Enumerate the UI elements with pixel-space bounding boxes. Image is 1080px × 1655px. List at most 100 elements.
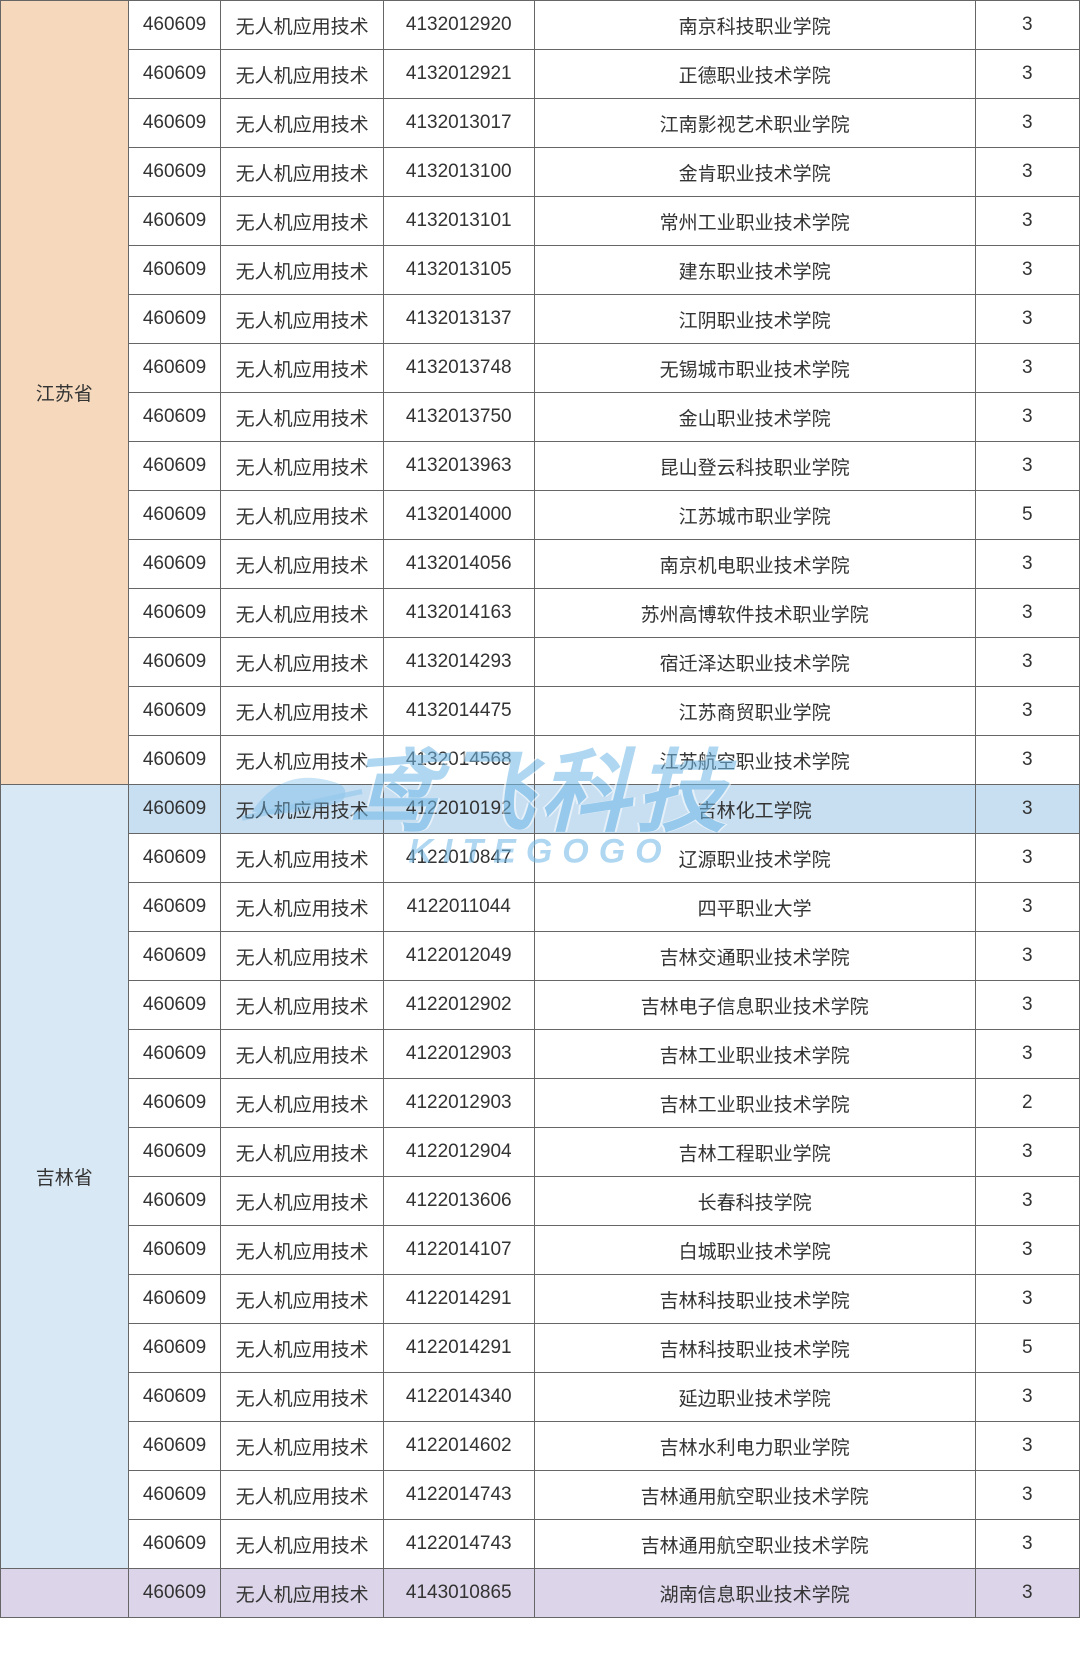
table-row: 460609无人机应用技术4132013101常州工业职业技术学院3: [1, 197, 1080, 246]
data-table: 江苏省460609无人机应用技术4132012920南京科技职业学院346060…: [0, 0, 1080, 1618]
major-cell: 无人机应用技术: [221, 1324, 383, 1373]
table-row: 460609无人机应用技术4132013748无锡城市职业技术学院3: [1, 344, 1080, 393]
school-name-cell: 长春科技学院: [534, 1177, 975, 1226]
school-code-cell: 4132013017: [383, 99, 534, 148]
table-row: 460609无人机应用技术4122012904吉林工程职业学院3: [1, 1128, 1080, 1177]
duration-cell: 3: [975, 295, 1079, 344]
duration-cell: 3: [975, 736, 1079, 785]
duration-cell: 3: [975, 1275, 1079, 1324]
province-cell: 吉林省: [1, 785, 129, 1569]
code-cell: 460609: [128, 197, 221, 246]
duration-cell: 3: [975, 1, 1079, 50]
major-cell: 无人机应用技术: [221, 1030, 383, 1079]
school-name-cell: 南京科技职业学院: [534, 1, 975, 50]
table-row: 460609无人机应用技术4132014000江苏城市职业学院5: [1, 491, 1080, 540]
major-cell: 无人机应用技术: [221, 1520, 383, 1569]
school-code-cell: 4132014568: [383, 736, 534, 785]
school-code-cell: 4122014743: [383, 1520, 534, 1569]
school-name-cell: 吉林科技职业技术学院: [534, 1324, 975, 1373]
code-cell: 460609: [128, 1422, 221, 1471]
school-code-cell: 4132014475: [383, 687, 534, 736]
school-name-cell: 金肯职业技术学院: [534, 148, 975, 197]
major-cell: 无人机应用技术: [221, 197, 383, 246]
code-cell: 460609: [128, 687, 221, 736]
duration-cell: 3: [975, 981, 1079, 1030]
table-row: 460609无人机应用技术4122012903吉林工业职业技术学院3: [1, 1030, 1080, 1079]
code-cell: 460609: [128, 1275, 221, 1324]
code-cell: 460609: [128, 99, 221, 148]
code-cell: 460609: [128, 442, 221, 491]
table-row: 460609无人机应用技术4122014340延边职业技术学院3: [1, 1373, 1080, 1422]
school-name-cell: 无锡城市职业技术学院: [534, 344, 975, 393]
table-row: 460609无人机应用技术4132013100金肯职业技术学院3: [1, 148, 1080, 197]
school-name-cell: 吉林化工学院: [534, 785, 975, 834]
school-name-cell: 正德职业技术学院: [534, 50, 975, 99]
code-cell: 460609: [128, 393, 221, 442]
school-name-cell: 宿迁泽达职业技术学院: [534, 638, 975, 687]
school-code-cell: 4132013105: [383, 246, 534, 295]
duration-cell: 3: [975, 638, 1079, 687]
table-row: 460609无人机应用技术4122012049吉林交通职业技术学院3: [1, 932, 1080, 981]
school-code-cell: 4132013101: [383, 197, 534, 246]
table-row: 吉林省460609无人机应用技术4122010192吉林化工学院3: [1, 785, 1080, 834]
duration-cell: 3: [975, 393, 1079, 442]
code-cell: 460609: [128, 1471, 221, 1520]
major-cell: 无人机应用技术: [221, 932, 383, 981]
school-code-cell: 4122014340: [383, 1373, 534, 1422]
duration-cell: 3: [975, 148, 1079, 197]
major-cell: 无人机应用技术: [221, 1079, 383, 1128]
school-name-cell: 常州工业职业技术学院: [534, 197, 975, 246]
duration-cell: 3: [975, 344, 1079, 393]
school-code-cell: 4122014743: [383, 1471, 534, 1520]
table-row: 460609无人机应用技术4122010847辽源职业技术学院3: [1, 834, 1080, 883]
major-cell: 无人机应用技术: [221, 981, 383, 1030]
duration-cell: 3: [975, 246, 1079, 295]
code-cell: 460609: [128, 834, 221, 883]
table-row: 460609无人机应用技术4132012921正德职业技术学院3: [1, 50, 1080, 99]
school-code-cell: 4122012902: [383, 981, 534, 1030]
major-cell: 无人机应用技术: [221, 442, 383, 491]
major-cell: 无人机应用技术: [221, 50, 383, 99]
major-cell: 无人机应用技术: [221, 736, 383, 785]
school-code-cell: 4122010192: [383, 785, 534, 834]
duration-cell: 5: [975, 491, 1079, 540]
duration-cell: 3: [975, 1177, 1079, 1226]
school-code-cell: 4132013963: [383, 442, 534, 491]
code-cell: 460609: [128, 1373, 221, 1422]
major-cell: 无人机应用技术: [221, 785, 383, 834]
school-code-cell: 4132014056: [383, 540, 534, 589]
table-row: 460609无人机应用技术4122014107白城职业技术学院3: [1, 1226, 1080, 1275]
duration-cell: 3: [975, 1471, 1079, 1520]
major-cell: 无人机应用技术: [221, 246, 383, 295]
school-name-cell: 辽源职业技术学院: [534, 834, 975, 883]
code-cell: 460609: [128, 1569, 221, 1618]
table-row: 460609无人机应用技术4132014056南京机电职业技术学院3: [1, 540, 1080, 589]
major-cell: 无人机应用技术: [221, 834, 383, 883]
table-row: 460609无人机应用技术4122011044四平职业大学3: [1, 883, 1080, 932]
code-cell: 460609: [128, 932, 221, 981]
table-row: 460609无人机应用技术4122014743吉林通用航空职业技术学院3: [1, 1471, 1080, 1520]
school-code-cell: 4122014107: [383, 1226, 534, 1275]
school-code-cell: 4132014000: [383, 491, 534, 540]
duration-cell: 3: [975, 1128, 1079, 1177]
major-cell: 无人机应用技术: [221, 883, 383, 932]
major-cell: 无人机应用技术: [221, 589, 383, 638]
table-row: 460609无人机应用技术4122012903吉林工业职业技术学院2: [1, 1079, 1080, 1128]
school-name-cell: 昆山登云科技职业学院: [534, 442, 975, 491]
school-code-cell: 4122014291: [383, 1275, 534, 1324]
school-code-cell: 4122014602: [383, 1422, 534, 1471]
school-code-cell: 4122011044: [383, 883, 534, 932]
code-cell: 460609: [128, 1177, 221, 1226]
school-code-cell: 4132014293: [383, 638, 534, 687]
school-code-cell: 4132012921: [383, 50, 534, 99]
duration-cell: 3: [975, 1422, 1079, 1471]
table-row: 460609无人机应用技术4132013105建东职业技术学院3: [1, 246, 1080, 295]
major-cell: 无人机应用技术: [221, 1, 383, 50]
school-name-cell: 吉林科技职业技术学院: [534, 1275, 975, 1324]
school-name-cell: 吉林电子信息职业技术学院: [534, 981, 975, 1030]
code-cell: 460609: [128, 1, 221, 50]
duration-cell: 3: [975, 883, 1079, 932]
duration-cell: 3: [975, 540, 1079, 589]
school-name-cell: 四平职业大学: [534, 883, 975, 932]
code-cell: 460609: [128, 148, 221, 197]
